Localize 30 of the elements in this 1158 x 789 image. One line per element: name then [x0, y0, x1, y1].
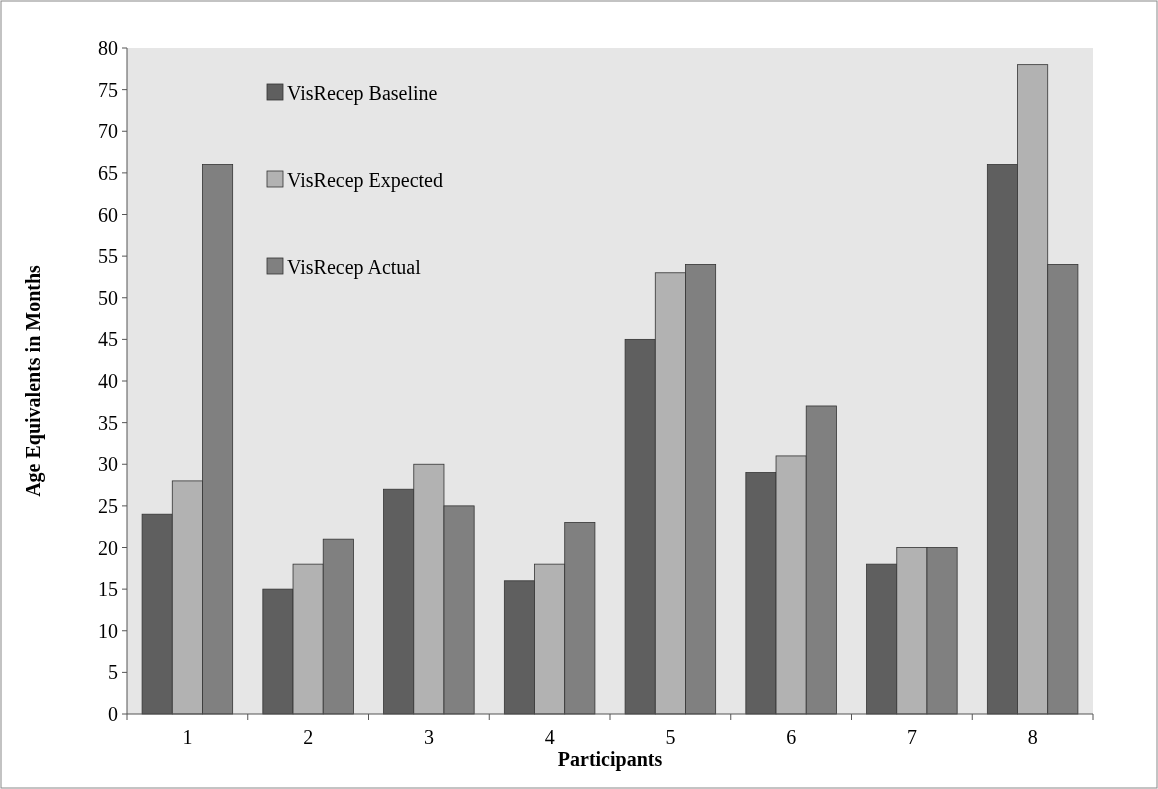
y-tick-label: 20: [98, 536, 118, 559]
y-tick-label: 15: [98, 578, 118, 601]
legend-label: VisRecep Baseline: [287, 82, 438, 105]
x-tick-label: 7: [906, 726, 917, 748]
y-tick-label: 10: [98, 619, 118, 642]
x-tick-label: 1: [182, 726, 193, 748]
x-tick-label: 5: [665, 726, 676, 748]
x-tick-label: 2: [303, 726, 314, 748]
x-tick-label: 6: [786, 726, 797, 748]
x-tick-label: 4: [544, 726, 555, 748]
x-axis-title: Participants: [557, 748, 663, 771]
y-tick-label: 80: [98, 37, 118, 59]
y-tick-label: 70: [98, 120, 118, 143]
y-tick-label: 35: [98, 411, 118, 434]
y-tick-label: 30: [98, 453, 118, 476]
y-tick-label: 5: [108, 661, 118, 684]
y-tick-label: 40: [98, 370, 118, 392]
y-tick-label: 50: [98, 286, 118, 309]
y-tick-label: 60: [98, 203, 118, 226]
x-tick-label: 8: [1027, 726, 1038, 748]
y-tick-label: 45: [98, 328, 118, 351]
y-tick-label: 65: [98, 161, 118, 184]
x-tick-label: 3: [423, 726, 434, 748]
y-tick-label: 75: [98, 78, 118, 101]
y-tick-label: 25: [98, 494, 118, 517]
y-axis-title: Age Equivalents in Months: [22, 264, 45, 497]
y-tick-label: 0: [108, 703, 118, 725]
y-tick-label: 55: [98, 245, 118, 268]
legend-label: VisRecep Actual: [287, 256, 422, 279]
legend-label: VisRecep Expected: [287, 169, 443, 192]
